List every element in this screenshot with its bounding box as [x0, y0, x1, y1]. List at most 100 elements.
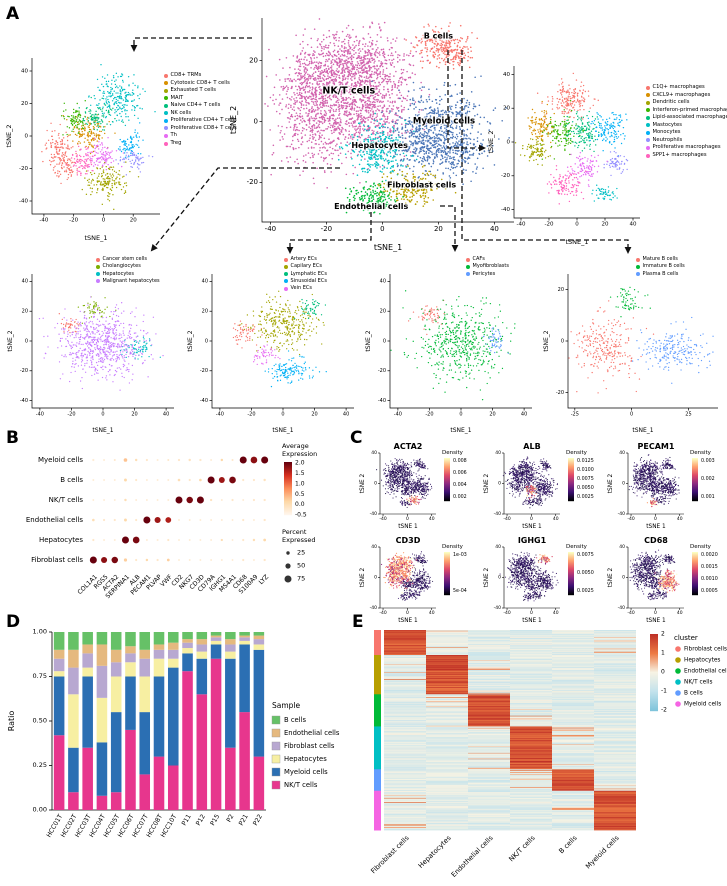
legend-item: Interferon-primed macrophages [646, 107, 727, 115]
legend-item: Treg [164, 140, 240, 148]
legend-item: Myofibroblasts [466, 263, 536, 270]
legend-label: MAIT [170, 94, 184, 101]
legend-swatch-icon [646, 115, 650, 120]
legend-item: Proliferative macrophages [646, 144, 726, 152]
legend-swatch-icon [466, 264, 470, 269]
legend-label: Dendritic cells [652, 99, 690, 106]
legend-label: Treg [170, 139, 182, 146]
legend-item: Cytotoxic CD8+ T cells [164, 80, 240, 88]
legend-label: C1Q+ macrophages [652, 84, 705, 90]
legend-item: Proliferative CD8+ T cells [164, 125, 240, 133]
fibroblast-legend: CAFs Myofibroblasts Pericytes [466, 256, 536, 278]
density-plot-PECAM1 [606, 440, 726, 532]
legend-swatch-icon [164, 96, 168, 101]
legend-label: Monocytes [652, 129, 681, 136]
legend-swatch-icon [164, 134, 168, 139]
myeloid-legend: C1Q+ macrophages CXCL9+ macrophages Dendri… [646, 84, 727, 159]
legend-swatch-icon [164, 141, 168, 146]
legend-label: Vein ECs [290, 285, 313, 291]
legend-item: Lipid-associated macrophages [646, 114, 727, 122]
legend-swatch-icon [164, 88, 168, 93]
legend-swatch-icon [646, 153, 650, 158]
legend-swatch-icon [636, 257, 640, 262]
legend-item: Mastocytes [646, 122, 726, 130]
legend-label: CD8+ TRMs [170, 72, 202, 78]
panel-b-label: B [6, 428, 19, 448]
legend-label: Capilary ECs [290, 263, 322, 270]
legend-label: CXCL9+ macrophages [652, 91, 711, 98]
legend-item: Capilary ECs [284, 263, 358, 270]
panel-b-dotplot [4, 434, 276, 634]
legend-label: Myofibroblasts [472, 263, 509, 270]
legend-label: Artery ECs [290, 256, 317, 262]
legend-label: Cytotoxic CD8+ T cells [170, 79, 230, 86]
legend-swatch-icon [284, 264, 288, 269]
legend-swatch-icon [646, 93, 650, 98]
density-plot-CD68 [606, 534, 726, 626]
legend-item: Artery ECs [284, 256, 358, 263]
density-plot-CD3D [358, 534, 478, 626]
legend-item: Malignant hepatocytes [96, 278, 180, 285]
tnk-legend: CD8+ TRMs Cytotoxic CD8+ T cells Exhausted… [164, 72, 240, 147]
legend-item: MAIT [164, 95, 240, 103]
legend-label: Neutrophils [652, 136, 683, 143]
legend-item: Plasma B cells [636, 271, 722, 278]
panel-e-label: E [352, 612, 364, 632]
legend-item: Naive CD4+ T cells [164, 102, 240, 110]
legend-swatch-icon [96, 257, 100, 262]
legend-item: Vein ECs [284, 285, 358, 292]
panel-c-label: C [350, 428, 363, 448]
legend-item: NK cells [164, 110, 240, 118]
panel-a-label: A [6, 4, 20, 24]
legend-label: Cholangiocytes [102, 263, 141, 270]
legend-item: Monocytes [646, 129, 726, 137]
legend-swatch-icon [96, 279, 100, 284]
legend-item: Proliferative CD4+ T cells [164, 117, 240, 125]
legend-label: CAFs [472, 256, 485, 262]
legend-item: Dendritic cells [646, 99, 726, 107]
legend-label: Naive CD4+ T cells [170, 102, 221, 109]
density-plot-IGHG1 [482, 534, 602, 626]
panel-d-label: D [6, 612, 21, 632]
legend-swatch-icon [164, 73, 168, 78]
legend-swatch-icon [96, 264, 100, 269]
endothelial-legend: Artery ECs Capilary ECs Lymphatic ECs Sinus… [284, 256, 358, 292]
legend-item: Cancer stem cells [96, 256, 180, 263]
legend-label: SPP1+ macrophages [652, 151, 707, 158]
legend-swatch-icon [646, 138, 650, 143]
legend-swatch-icon [96, 272, 100, 277]
legend-item: Th [164, 132, 240, 140]
legend-swatch-icon [636, 272, 640, 277]
legend-label: Mastocytes [652, 121, 682, 128]
legend-label: NK cells [170, 109, 192, 116]
legend-swatch-icon [164, 111, 168, 116]
legend-label: Hepatocytes [102, 270, 134, 277]
legend-swatch-icon [284, 272, 288, 277]
legend-label: Th [170, 132, 177, 139]
legend-label: Sinusoidal ECs [290, 277, 327, 284]
legend-item: Lymphatic ECs [284, 271, 358, 278]
panel-d-stacked-bar [2, 616, 352, 886]
legend-swatch-icon [164, 103, 168, 108]
legend-item: Hepatocytes [96, 271, 180, 278]
legend-swatch-icon [646, 100, 650, 105]
legend-label: Proliferative macrophages [652, 144, 721, 151]
legend-item: Immature B cells [636, 263, 722, 270]
legend-swatch-icon [646, 146, 650, 151]
legend-swatch-icon [164, 81, 168, 86]
legend-label: Malignant hepatocytes [102, 277, 160, 284]
panel-a-arrows [0, 0, 727, 446]
legend-label: Proliferative CD4+ T cells [170, 117, 237, 124]
legend-label: Cancer stem cells [102, 256, 148, 262]
legend-swatch-icon [466, 272, 470, 277]
density-plot-ACTA2 [358, 440, 478, 532]
legend-item: Exhausted T cells [164, 87, 240, 95]
legend-item: Sinusoidal ECs [284, 278, 358, 285]
legend-label: Mature B cells [642, 256, 678, 262]
legend-swatch-icon [164, 126, 168, 131]
legend-swatch-icon [646, 108, 650, 113]
legend-swatch-icon [466, 257, 470, 262]
legend-label: Plasma B cells [642, 270, 679, 277]
legend-item: C1Q+ macrophages [646, 84, 726, 92]
